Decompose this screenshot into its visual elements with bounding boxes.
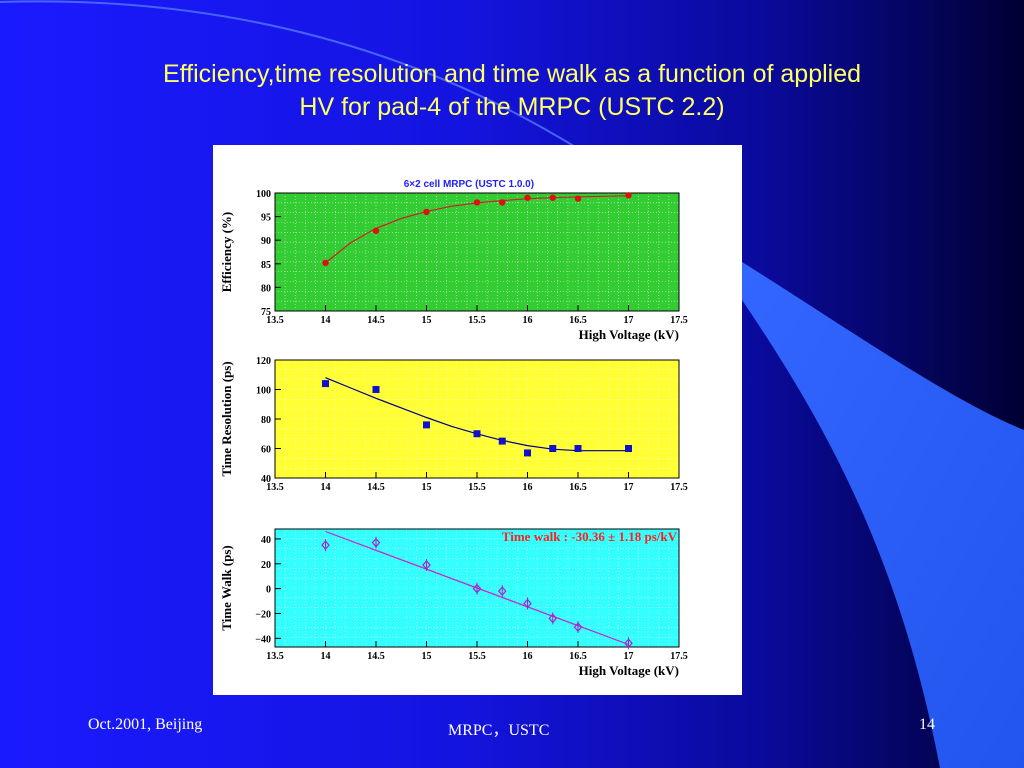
grid-lines: [275, 529, 679, 647]
data-point: [574, 195, 582, 202]
x-tick-label: 16.5: [569, 651, 587, 662]
data-point: [422, 559, 431, 572]
x-tick-label: 15.5: [468, 482, 486, 493]
x-tick-label: 15.5: [468, 651, 486, 662]
data-point: [372, 386, 380, 393]
x-tick-label: 17.5: [670, 651, 688, 662]
x-tick-label: 17.5: [670, 315, 688, 326]
y-axis-title: Efficiency (%): [219, 212, 234, 293]
x-tick-label: 15: [422, 315, 432, 326]
data-point: [624, 637, 633, 650]
data-point: [473, 199, 481, 206]
slide-title-line-1: Efficiency,time resolution and time walk…: [162, 60, 862, 88]
x-tick-label: 16: [523, 651, 533, 662]
y-tick-label: 120: [256, 356, 271, 367]
decorative-wave: [742, 262, 1024, 768]
footer-title: MRPC，USTC: [448, 722, 550, 739]
data-point: [523, 597, 532, 610]
y-tick-label: 80: [261, 283, 271, 294]
time-walk-annotation: Time walk : -30.36 ± 1.18 ps/kV: [502, 529, 678, 544]
data-point: [548, 612, 558, 625]
x-tick-label: 17: [624, 482, 634, 493]
y-axis-title: Time Walk (ps): [219, 545, 234, 630]
data-point: [322, 380, 329, 388]
data-point: [321, 539, 330, 552]
data-point: [372, 227, 380, 234]
x-tick-label: 14.5: [367, 651, 385, 662]
data-point: [499, 199, 506, 206]
grid-lines: [275, 360, 679, 478]
data-point: [423, 208, 430, 216]
y-tick-label: 90: [261, 236, 271, 247]
plot-1: 13.5 14 14.5 15 15.5 16 16.5 17 17.5 75 80 85 90 95 10…: [219, 179, 688, 342]
y-tick-label: 100: [256, 386, 271, 397]
plot-3: 13.5 14 14.5 15 15.5 16 16.5 17 17.5 −40 −20 0 20 40 T…: [219, 528, 688, 678]
x-tick-label: 16: [523, 482, 533, 493]
y-tick-label: 20: [261, 560, 271, 571]
y-tick-label: 60: [261, 445, 271, 456]
x-tick-label: 14.5: [367, 315, 385, 326]
y-tick-label: −20: [255, 609, 271, 620]
footer-date: Oct.2001, Beijing: [88, 716, 203, 733]
x-tick-label: 13.5: [266, 651, 284, 662]
slide-title-line-2: HV for pad-4 of the MRPC (USTC 2.2): [299, 93, 725, 121]
data-point: [573, 621, 583, 634]
x-tick-label: 13.5: [266, 315, 284, 326]
x-tick-label: 15.5: [468, 315, 486, 326]
data-point: [423, 421, 430, 429]
y-tick-label: 0: [266, 585, 271, 596]
x-tick-label: 15: [422, 482, 432, 493]
data-point: [371, 536, 381, 549]
plot-subtitle: 6×2 cell MRPC (USTC 1.0.0): [404, 179, 534, 190]
y-tick-label: 95: [261, 213, 271, 224]
y-tick-label: 40: [261, 535, 271, 546]
x-tick-label: 17: [624, 315, 634, 326]
x-tick-label: 14: [321, 651, 331, 662]
data-point: [574, 445, 582, 452]
x-tick-label: 17: [624, 651, 634, 662]
figure-panel: 13.5 14 14.5 15 15.5 16 16.5 17 17.5 75 80 85 90 95 10…: [213, 145, 742, 695]
data-point: [497, 585, 507, 598]
data-point: [498, 437, 506, 445]
x-tick-label: 16: [523, 315, 533, 326]
data-point: [322, 259, 329, 267]
x-tick-label: 17.5: [670, 482, 688, 493]
x-axis-title: High Voltage (kV): [579, 327, 679, 342]
data-point: [473, 430, 481, 438]
x-tick-label: 14: [321, 482, 331, 493]
y-tick-label: −40: [255, 634, 271, 645]
y-tick-label: 85: [261, 260, 271, 271]
x-tick-label: 14.5: [367, 482, 385, 493]
data-point: [524, 449, 531, 457]
y-tick-label: 40: [261, 474, 271, 485]
data-point: [472, 582, 482, 595]
y-tick-label: 100: [256, 189, 271, 200]
data-point: [549, 445, 557, 452]
x-tick-label: 16.5: [569, 482, 587, 493]
y-tick-label: 75: [261, 307, 271, 318]
data-point: [625, 192, 632, 199]
plot-2: 13.5 14 14.5 15 15.5 16 16.5 17 17.5 40 60 80 100 120…: [219, 356, 688, 493]
x-axis-title: High Voltage (kV): [579, 663, 679, 678]
data-point: [524, 194, 531, 201]
x-tick-label: 16.5: [569, 315, 587, 326]
plots-figure: 13.5 14 14.5 15 15.5 16 16.5 17 17.5 75 80 85 90 95 10…: [219, 179, 688, 678]
y-axis-title: Time Resolution (ps): [219, 361, 234, 476]
page-number: 14: [919, 716, 935, 733]
data-point: [549, 194, 556, 201]
x-tick-label: 15: [422, 651, 432, 662]
x-tick-label: 14: [321, 315, 331, 326]
y-tick-label: 80: [261, 415, 271, 426]
x-tick-label: 13.5: [266, 482, 284, 493]
data-point: [625, 445, 632, 452]
